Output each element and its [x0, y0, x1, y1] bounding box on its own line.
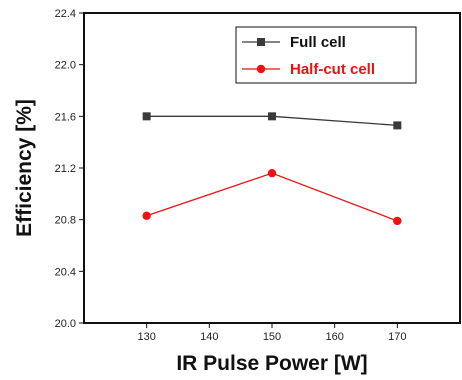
y-tick-label: 20.0 [55, 318, 76, 330]
y-tick-label: 21.6 [55, 111, 76, 123]
y-tick-label: 22.4 [55, 8, 76, 20]
data-point-half-cut-cell [267, 168, 277, 178]
y-tick-label: 20.8 [55, 215, 76, 227]
x-tick-label: 150 [263, 331, 281, 343]
data-point-full-cell [393, 121, 402, 130]
x-axis-ticks: 130 140 150 160 170 [137, 323, 407, 343]
y-tick-label: 22.0 [55, 60, 76, 72]
y-tick-label: 20.4 [55, 266, 76, 278]
legend: Full cell Half-cut cell [235, 26, 417, 84]
data-point-full-cell [142, 112, 151, 121]
data-point-full-cell [268, 112, 276, 121]
data-point-half-cut-cell [142, 211, 151, 220]
series-line-half-cut-cell [146, 172, 398, 222]
y-axis-title: Efficiency [%] [13, 99, 36, 237]
x-tick-label: 160 [325, 331, 343, 343]
legend-label-full-cell: Full cell [290, 34, 346, 51]
x-tick-label: 170 [388, 331, 406, 343]
x-tick-label: 140 [200, 331, 218, 343]
y-tick-label: 21.2 [55, 163, 76, 175]
legend-marker-full-cell [257, 38, 265, 46]
series-layer [142, 112, 402, 226]
x-axis-title: IR Pulse Power [W] [176, 352, 367, 375]
x-tick-label: 130 [137, 331, 155, 343]
legend-box [235, 26, 417, 84]
y-axis-ticks: 20.0 20.4 20.8 21.2 21.6 22.0 22.4 [55, 8, 84, 330]
data-point-half-cut-cell [393, 216, 402, 226]
legend-marker-half-cut-cell [256, 64, 266, 74]
legend-label-half-cut-cell: Half-cut cell [290, 61, 375, 78]
